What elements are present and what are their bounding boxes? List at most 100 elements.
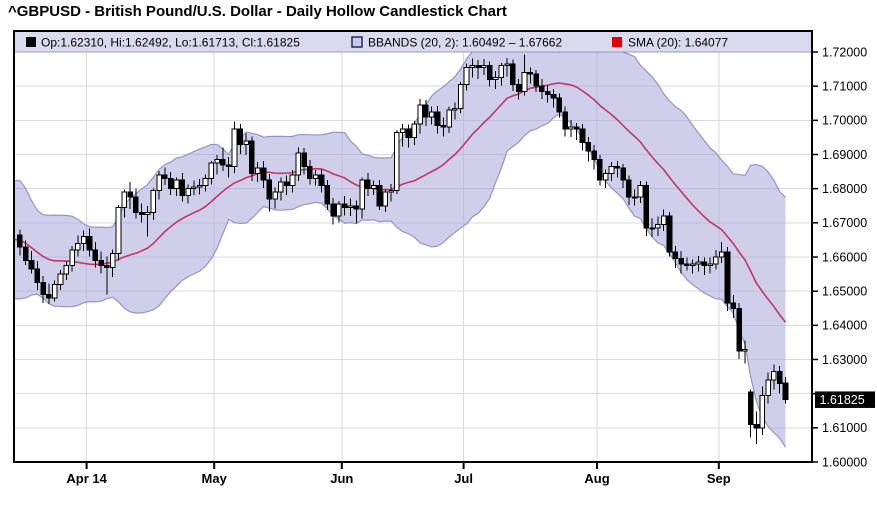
candle-body xyxy=(423,104,429,118)
candle-body xyxy=(167,177,174,190)
page-title: ^GBPUSD - British Pound/U.S. Dollar - Da… xyxy=(8,3,507,20)
candle-body xyxy=(162,174,168,179)
bollinger-band xyxy=(15,35,787,448)
x-axis-label: Aug xyxy=(584,471,609,486)
candle-body xyxy=(57,273,64,285)
candle-body xyxy=(307,165,313,179)
x-axis-label: Jul xyxy=(454,471,473,486)
candle-body xyxy=(98,259,104,267)
candle-body xyxy=(51,283,58,299)
candle-body xyxy=(394,131,400,191)
candle-body xyxy=(533,73,539,87)
candle-body xyxy=(40,282,46,296)
candle-body xyxy=(689,263,696,267)
candle-body xyxy=(405,128,412,138)
candle-body xyxy=(498,65,505,79)
candle-body xyxy=(150,189,157,214)
candle-body xyxy=(742,348,748,352)
y-axis-label: 1.60000 xyxy=(822,455,867,469)
candle-body xyxy=(649,227,655,230)
candle-body xyxy=(388,189,394,193)
y-axis-label: 1.67000 xyxy=(822,216,867,230)
candle-body xyxy=(312,174,319,179)
candle-body xyxy=(138,212,145,215)
candle-body xyxy=(353,205,360,210)
x-axis-label: May xyxy=(202,471,228,486)
candle-body xyxy=(527,72,534,75)
candle-body xyxy=(173,179,180,190)
candle-body xyxy=(614,165,621,169)
candle-body xyxy=(440,124,447,128)
candle-body xyxy=(34,268,41,284)
candle-body xyxy=(776,370,783,384)
candle-body xyxy=(318,174,325,186)
y-axis-label: 1.69000 xyxy=(822,148,867,162)
candle-body xyxy=(127,191,133,198)
candle-body xyxy=(492,77,499,80)
candle-body xyxy=(678,258,684,265)
y-axis: 1.72000 1.71000 1.70000 1.69000 1.68000 1.670… xyxy=(812,45,875,469)
candle-body xyxy=(417,104,423,125)
candle-body xyxy=(104,265,110,268)
candle-body xyxy=(701,261,708,267)
candle-body xyxy=(324,184,331,205)
candle-body xyxy=(510,63,516,85)
candle-body xyxy=(684,263,690,267)
candle-body xyxy=(539,85,545,92)
candle-body xyxy=(214,159,220,164)
y-axis-label: 1.65000 xyxy=(822,284,867,298)
candle-body xyxy=(80,236,87,244)
candle-body xyxy=(660,215,667,226)
legend-swatch-sma-icon xyxy=(612,37,622,47)
candle-body xyxy=(179,179,186,196)
candle-body xyxy=(446,109,452,128)
candle-body xyxy=(92,249,99,261)
candle-body xyxy=(133,196,139,214)
candle-body xyxy=(86,236,93,251)
candle-body xyxy=(399,128,406,133)
candle-body xyxy=(713,256,719,265)
candle-body xyxy=(75,242,81,251)
legend-swatch-ohlc-icon xyxy=(26,37,36,47)
plot-border xyxy=(13,30,813,463)
candle-body xyxy=(730,302,737,309)
legend-bbands-label: BBANDS (20, 2): 1.60492 – 1.67662 xyxy=(368,36,562,50)
candle-body xyxy=(452,107,458,111)
candle-body xyxy=(469,65,476,68)
candle-body xyxy=(602,172,609,181)
candle-body xyxy=(573,126,580,130)
candle-body xyxy=(341,203,348,208)
legend-sma-label: SMA (20): 1.64077 xyxy=(628,36,728,50)
candle-body xyxy=(330,203,336,217)
candle-body xyxy=(46,294,52,299)
candle-body xyxy=(626,179,632,198)
bollinger-band-fill xyxy=(15,36,786,448)
candle-body xyxy=(249,140,255,174)
candle-body xyxy=(272,191,278,200)
legend-swatch-bbands-icon xyxy=(351,36,363,48)
candle-body xyxy=(631,196,638,199)
candle-body xyxy=(231,128,238,167)
candle-body xyxy=(759,394,766,429)
current-price-tag xyxy=(815,391,875,408)
candle-body xyxy=(63,265,70,275)
candle-body xyxy=(109,253,116,268)
candle-body xyxy=(191,186,197,190)
y-axis-label: 1.63000 xyxy=(822,353,867,367)
legend-ohlc-label: Op:1.62310, Hi:1.62492, Lo:1.61713, Cl:1… xyxy=(41,36,300,50)
candle-body xyxy=(747,391,754,425)
candle-body xyxy=(579,128,586,144)
candle-body xyxy=(266,179,273,200)
y-axis-label: 1.66000 xyxy=(822,250,867,264)
x-axis-label: Apr 14 xyxy=(66,471,107,486)
candle-body xyxy=(278,181,284,193)
current-price-label: 1.61825 xyxy=(820,393,865,407)
bollinger-upper-line xyxy=(15,35,786,229)
chart-legend: Op:1.62310, Hi:1.62492, Lo:1.61713, Cl:1… xyxy=(15,32,811,53)
candle-body xyxy=(718,251,725,258)
candle-body xyxy=(695,261,702,265)
candle-body xyxy=(196,184,203,188)
candle-body xyxy=(283,181,290,186)
candle-body xyxy=(376,184,383,207)
